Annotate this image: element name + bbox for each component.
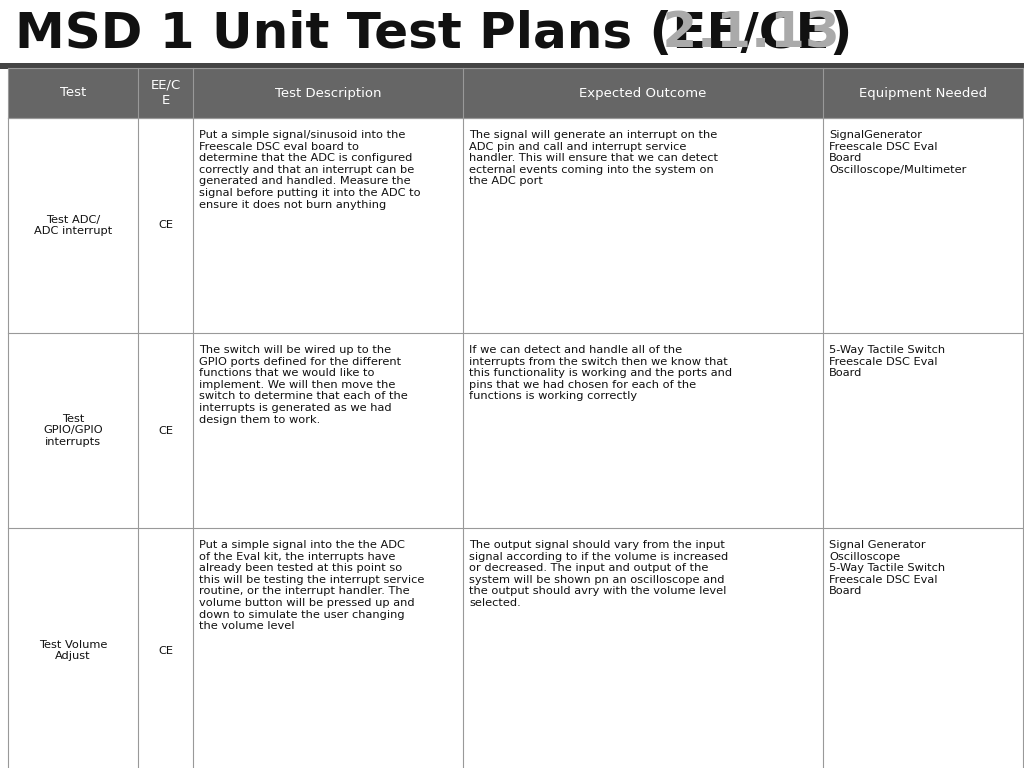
Text: 5-Way Tactile Switch
Freescale DSC Eval
Board: 5-Way Tactile Switch Freescale DSC Eval … xyxy=(829,345,945,378)
Text: Test: Test xyxy=(59,87,86,100)
Text: Test ADC/
ADC interrupt: Test ADC/ ADC interrupt xyxy=(34,215,112,237)
Text: Signal Generator
Oscilloscope
5-Way Tactile Switch
Freescale DSC Eval
Board: Signal Generator Oscilloscope 5-Way Tact… xyxy=(829,540,945,597)
Text: 2.1.13: 2.1.13 xyxy=(645,10,840,58)
Text: CE: CE xyxy=(158,645,173,656)
Text: The output signal should vary from the input
signal according to if the volume i: The output signal should vary from the i… xyxy=(469,540,728,608)
Text: Expected Outcome: Expected Outcome xyxy=(580,87,707,100)
Text: Test
GPIO/GPIO
interrupts: Test GPIO/GPIO interrupts xyxy=(43,414,102,447)
Text: Test Description: Test Description xyxy=(274,87,381,100)
Bar xyxy=(8,68,1023,118)
Text: MSD 1 Unit Test Plans (EE/CE): MSD 1 Unit Test Plans (EE/CE) xyxy=(15,10,852,58)
Text: The signal will generate an interrupt on the
ADC pin and call and interrupt serv: The signal will generate an interrupt on… xyxy=(469,130,718,187)
Text: CE: CE xyxy=(158,425,173,435)
Text: If we can detect and handle all of the
interrupts from the switch then we know t: If we can detect and handle all of the i… xyxy=(469,345,732,402)
Text: EE/C
E: EE/C E xyxy=(151,79,180,107)
Text: Put a simple signal into the the ADC
of the Eval kit, the interrupts have
alread: Put a simple signal into the the ADC of … xyxy=(199,540,424,631)
Text: Test Volume
Adjust: Test Volume Adjust xyxy=(39,640,108,661)
Text: Equipment Needed: Equipment Needed xyxy=(859,87,987,100)
Bar xyxy=(0,63,1024,69)
Text: CE: CE xyxy=(158,220,173,230)
Text: Put a simple signal/sinusoid into the
Freescale DSC eval board to
determine that: Put a simple signal/sinusoid into the Fr… xyxy=(199,130,421,210)
Text: The switch will be wired up to the
GPIO ports defined for the different
function: The switch will be wired up to the GPIO … xyxy=(199,345,408,425)
Text: SignalGenerator
Freescale DSC Eval
Board
Oscilloscope/Multimeter: SignalGenerator Freescale DSC Eval Board… xyxy=(829,130,967,175)
